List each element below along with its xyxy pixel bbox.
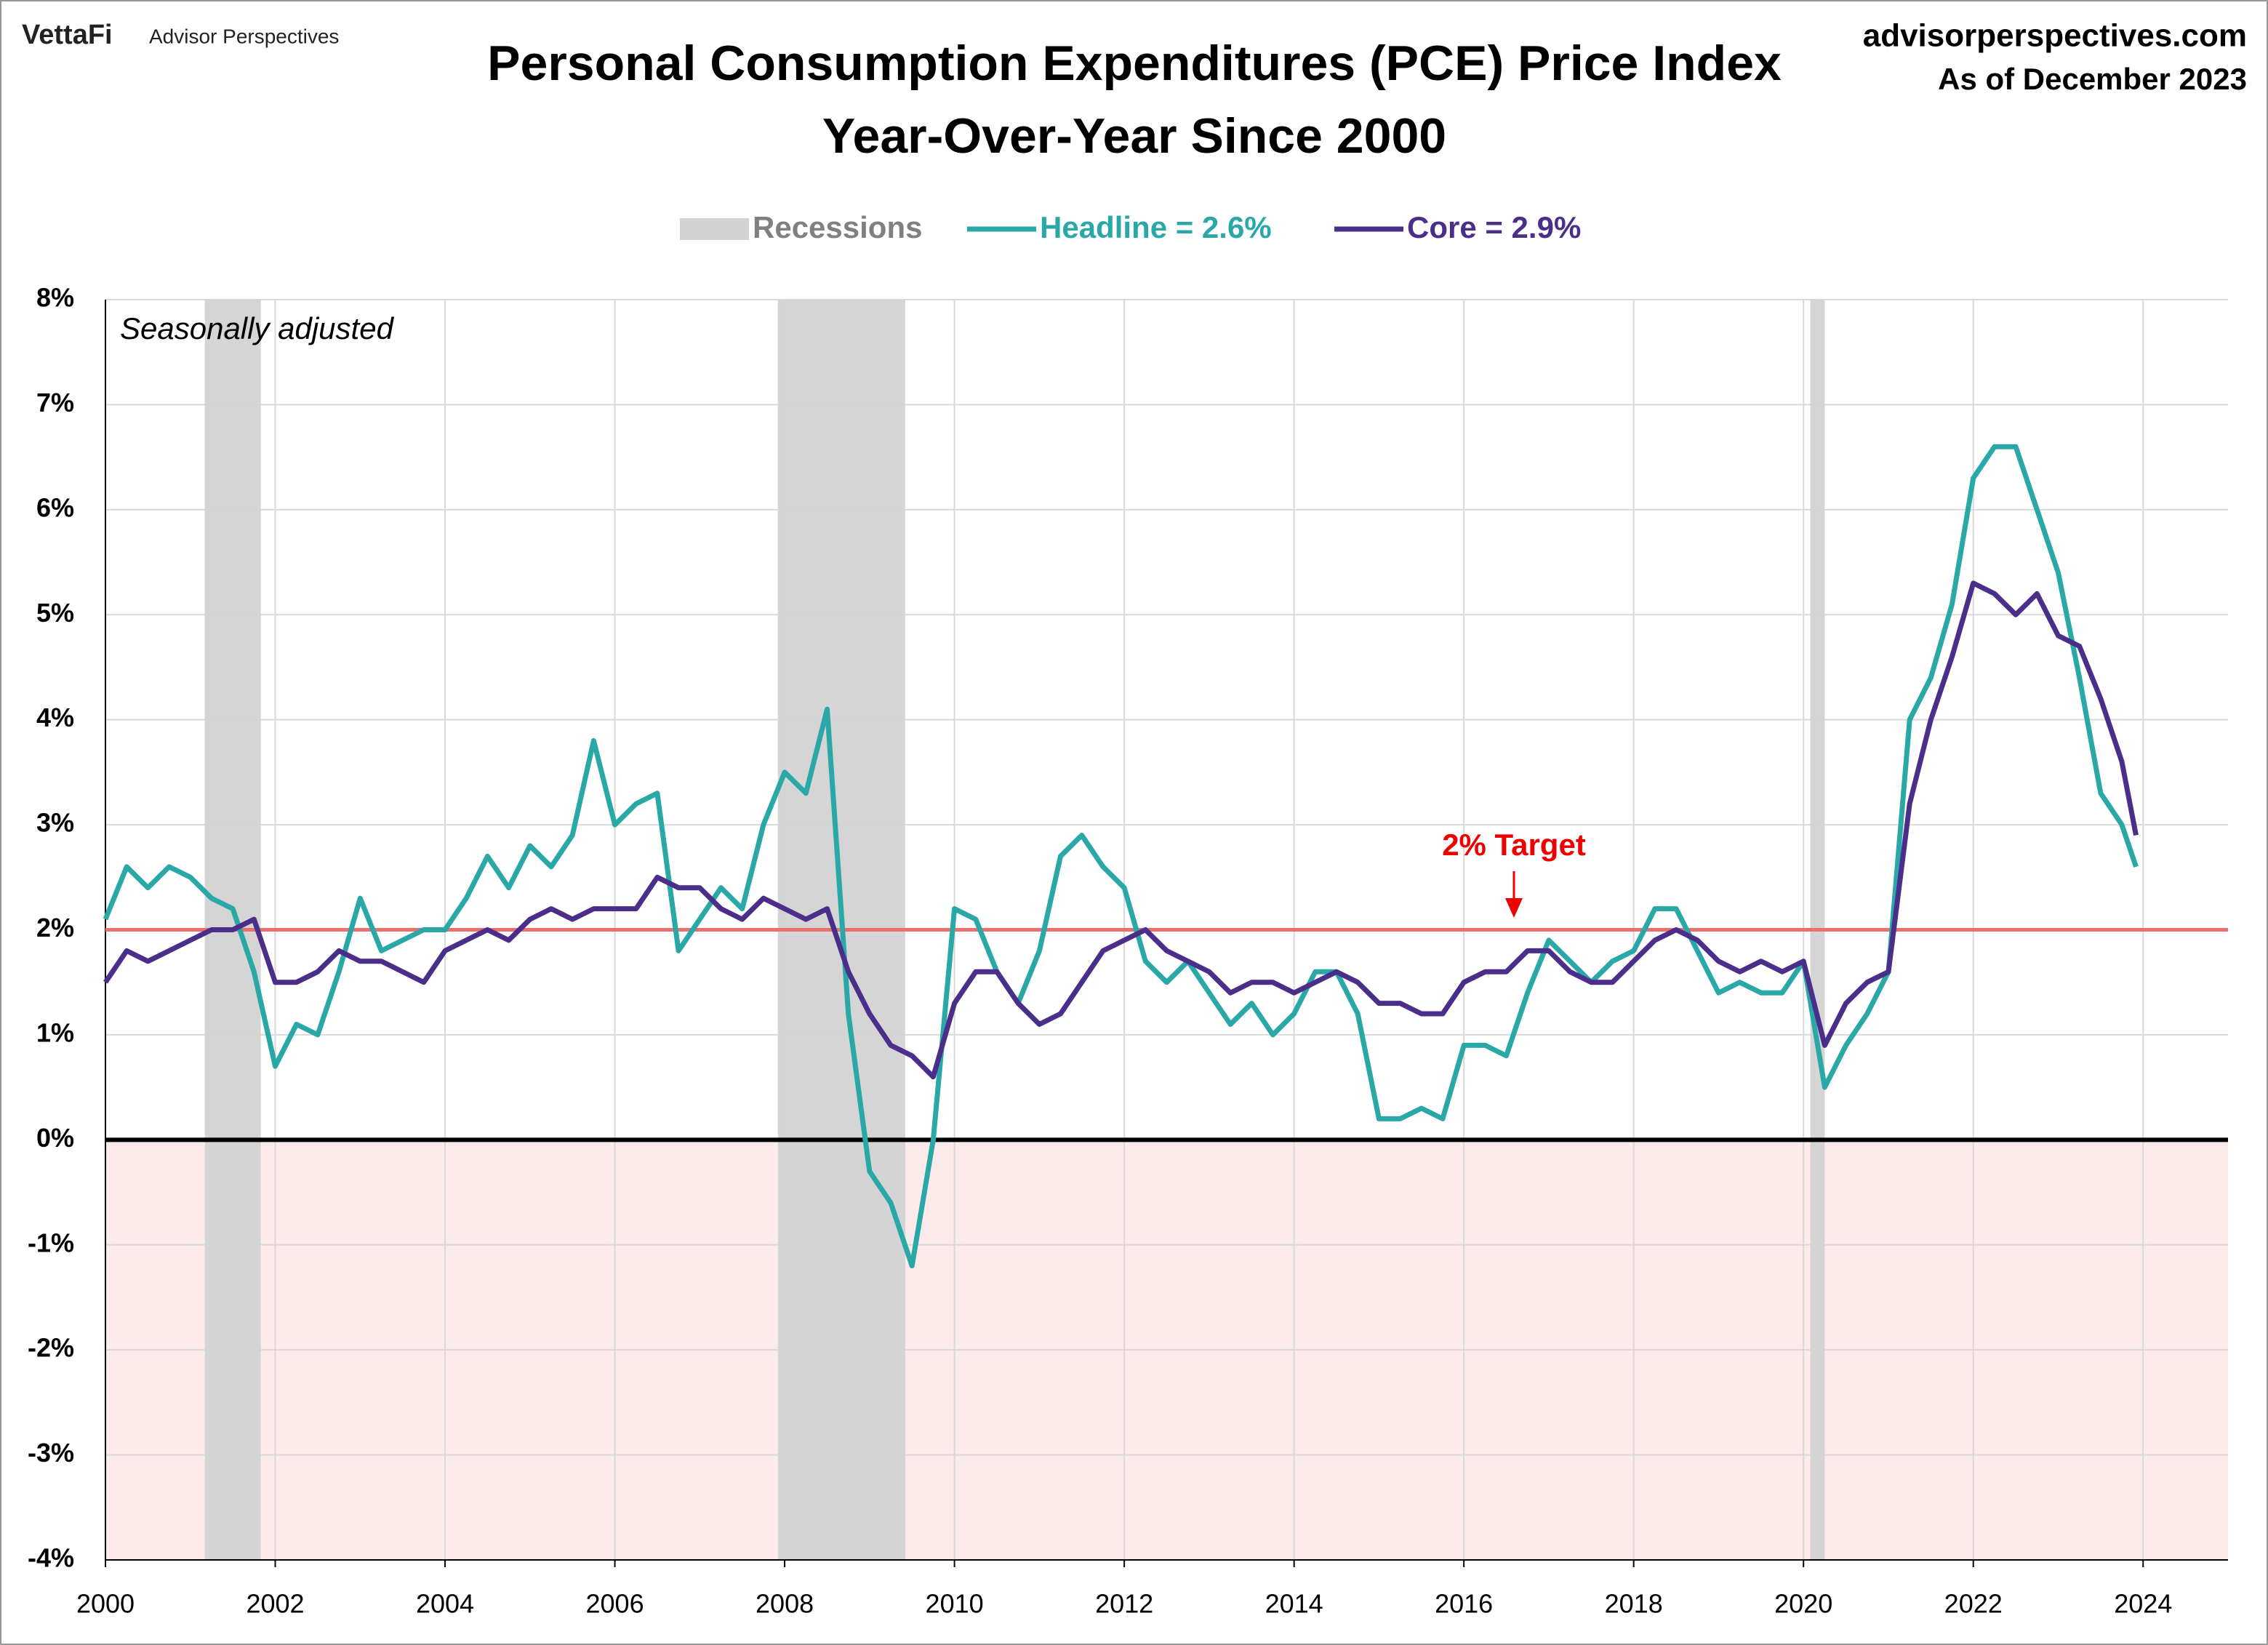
x-tick-label: 2006	[586, 1589, 644, 1619]
x-tick-label: 2024	[2114, 1589, 2172, 1619]
x-tick-label: 2002	[246, 1589, 304, 1619]
x-tick-label: 2016	[1435, 1589, 1493, 1619]
y-tick-label: -1%	[28, 1228, 74, 1257]
x-tick-label: 2000	[76, 1589, 135, 1619]
site: advisorperspectives.com	[1863, 18, 2247, 54]
y-tick-label: -2%	[28, 1333, 74, 1363]
x-tick-label: 2012	[1095, 1589, 1153, 1619]
plot-area	[103, 299, 2228, 1567]
y-tick-label: 4%	[36, 703, 74, 732]
y-tick-label: 7%	[36, 388, 74, 417]
target-label: 2% Target	[1442, 828, 1586, 862]
y-tick-label: -4%	[28, 1543, 74, 1573]
series-line	[103, 580, 2139, 1080]
x-tick-label: 2010	[926, 1589, 984, 1619]
y-tick-label: 2%	[36, 913, 74, 942]
legend-label: Core = 2.9%	[1407, 210, 1581, 244]
annotation: Seasonally adjusted	[120, 311, 395, 345]
y-tick-label: 5%	[36, 598, 74, 628]
target-arrow-head	[1505, 898, 1523, 918]
chart-title: Personal Consumption Expenditures (PCE) …	[487, 36, 1782, 91]
chart-subtitle: Year-Over-Year Since 2000	[822, 108, 1446, 164]
legend-label: Recessions	[753, 210, 922, 244]
y-tick-label: 3%	[36, 808, 74, 838]
x-tick-label: 2020	[1774, 1589, 1832, 1619]
x-tick-label: 2014	[1265, 1589, 1323, 1619]
y-tick-label: 8%	[36, 283, 74, 313]
y-tick-label: 1%	[36, 1017, 74, 1047]
x-tick-label: 2008	[756, 1589, 814, 1619]
legend: Recessions Headline = 2.6% Core = 2.9%	[680, 210, 1581, 244]
y-tick-label: 6%	[36, 492, 74, 522]
legend-label: Headline = 2.6%	[1040, 210, 1272, 244]
x-tick-label: 2018	[1605, 1589, 1663, 1619]
x-tick-label: 2022	[1944, 1589, 2003, 1619]
y-tick-label: 0%	[36, 1123, 74, 1153]
legend-swatch	[680, 218, 749, 240]
x-tick-label: 2004	[416, 1589, 474, 1619]
brand: VettaFi	[22, 20, 113, 50]
as-of: As of December 2023	[1938, 62, 2247, 96]
y-tick-label: -3%	[28, 1438, 74, 1468]
brand-sub: Advisor Perspectives	[149, 25, 339, 47]
